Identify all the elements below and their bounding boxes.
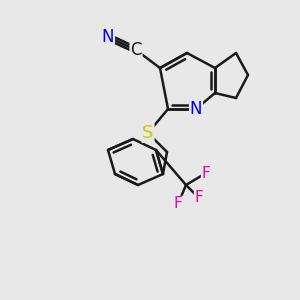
Text: F: F xyxy=(195,190,203,206)
Text: C: C xyxy=(130,41,142,59)
Text: N: N xyxy=(102,28,114,46)
Text: F: F xyxy=(174,196,182,211)
Text: F: F xyxy=(202,166,210,181)
Text: S: S xyxy=(142,124,154,142)
Text: N: N xyxy=(190,100,202,118)
